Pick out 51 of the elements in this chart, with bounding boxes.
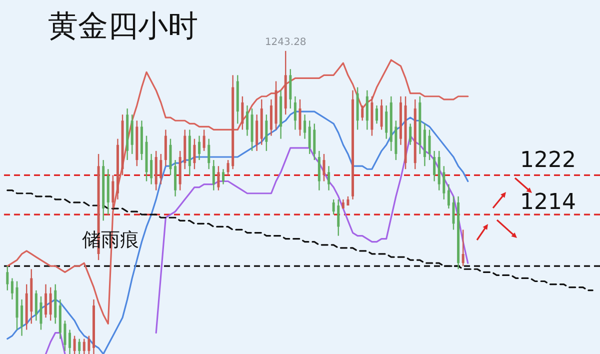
candlestick xyxy=(193,138,196,170)
candlestick xyxy=(447,184,450,210)
annotation: 1222 xyxy=(520,148,576,173)
candlestick xyxy=(332,198,335,216)
candlestick xyxy=(328,165,330,191)
candlestick xyxy=(88,335,90,354)
candlestick xyxy=(409,123,412,146)
candlestick xyxy=(208,138,210,170)
candlestick xyxy=(452,196,455,230)
candlestick xyxy=(49,286,52,322)
candlestick xyxy=(73,335,76,354)
candlestick xyxy=(246,104,248,136)
chart-title: 黄金四小时 xyxy=(48,9,198,44)
candlestick xyxy=(40,296,42,330)
candlestick xyxy=(34,290,38,322)
candlestick xyxy=(346,196,350,206)
candlestick xyxy=(337,198,340,236)
candlestick xyxy=(44,284,48,318)
candlestick xyxy=(6,266,9,291)
candlestick xyxy=(68,329,72,354)
annotation: 1243.28 xyxy=(264,36,306,48)
candlestick xyxy=(428,129,431,161)
candlestick xyxy=(20,298,24,336)
candlestick xyxy=(385,104,388,140)
candlestick xyxy=(112,174,114,210)
candlestick xyxy=(376,104,378,124)
candlestick xyxy=(294,96,296,130)
candlestick xyxy=(64,320,66,352)
candlestick xyxy=(82,338,86,354)
candlestick xyxy=(265,114,268,152)
candlestick xyxy=(304,114,306,140)
candlestick xyxy=(298,98,302,136)
annotation: 1214 xyxy=(520,190,576,215)
candlestick xyxy=(442,165,446,200)
candlestick xyxy=(361,104,364,122)
candlestick xyxy=(160,153,162,185)
candlestick xyxy=(308,120,311,155)
candlestick xyxy=(78,338,81,354)
candlestick xyxy=(150,153,153,185)
candlestick xyxy=(202,129,206,152)
candlestick xyxy=(380,98,383,130)
candlestick xyxy=(212,159,215,191)
candlestick xyxy=(10,278,14,300)
candlestick xyxy=(217,165,220,191)
candlestick xyxy=(198,135,201,161)
candlestick xyxy=(241,96,244,130)
candlestick xyxy=(226,159,230,176)
candlestick xyxy=(462,229,464,267)
candlestick xyxy=(322,153,326,182)
candlestick xyxy=(222,168,224,185)
candlestick xyxy=(433,150,436,182)
